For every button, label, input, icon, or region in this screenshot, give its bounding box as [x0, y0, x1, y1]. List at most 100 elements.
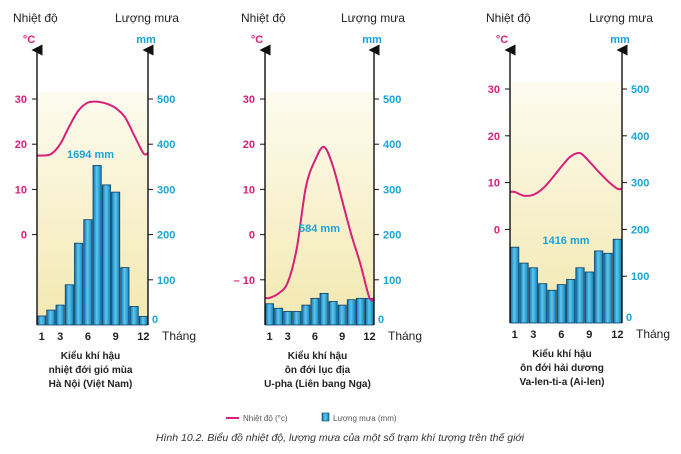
- rainfall-bar-month-11: [355, 297, 365, 326]
- rainfall-unit: mm: [136, 34, 156, 46]
- temperature-tick-label: 30: [15, 94, 27, 106]
- climate-caption-line: U-pha (Liên bang Nga): [264, 379, 371, 390]
- temperature-line: [36, 100, 149, 157]
- month-tick-label: 6: [85, 331, 91, 343]
- month-tick-label: 1: [39, 331, 45, 343]
- rainfall-bar-month-2: [519, 262, 529, 324]
- legend-rainfall-label: Lượng mưa (mm): [333, 414, 397, 423]
- rainfall-bar-month-5: [301, 304, 311, 326]
- plot-background: [510, 82, 622, 323]
- total-rainfall-label: 584 mm: [299, 223, 340, 235]
- temperature-unit: °C: [251, 34, 263, 46]
- temperature-tick-label: 0: [21, 230, 27, 242]
- rainfall-bar-month-7: [566, 279, 576, 324]
- climate-caption-line: nhiệt đới gió mùa: [49, 365, 133, 376]
- climate-chart-3: Nhiệt độ Lượng mưa°C mm3020100500400300200…: [486, 11, 670, 388]
- rainfall-bar-month-11: [603, 252, 613, 324]
- month-tick-label: 12: [363, 331, 375, 343]
- temperature-axis-title: Nhiệt độ: [13, 11, 58, 25]
- temperature-tick-label: – 10: [234, 275, 255, 287]
- legend-temperature-label: Nhiệt độ (°c): [243, 414, 288, 423]
- climate-chart-1: Nhiệt độ Lượng mưa°C mm3020100500400300200…: [13, 11, 196, 390]
- month-axis-title: Tháng: [388, 329, 422, 343]
- rainfall-bar-month-5: [74, 242, 84, 326]
- temperature-tick-label: 20: [243, 139, 255, 151]
- rainfall-axis-title: Lượng mưa: [589, 11, 653, 25]
- temperature-line: [264, 145, 375, 302]
- rainfall-bar-month-6: [83, 219, 93, 326]
- rainfall-bar-month-1: [510, 246, 520, 324]
- figure-caption: Hình 10.2. Biểu đồ nhiệt độ, lượng mưa c…: [156, 432, 525, 444]
- month-tick-label: 3: [530, 329, 536, 341]
- rainfall-bar-month-4: [64, 284, 74, 326]
- month-tick-label: 1: [266, 331, 272, 343]
- rainfall-bar-month-11: [129, 306, 139, 326]
- rainfall-tick-label: 100: [631, 271, 649, 283]
- month-tick-label: 9: [113, 331, 119, 343]
- rainfall-tick-label: 300: [631, 178, 649, 190]
- temperature-unit: °C: [23, 34, 35, 46]
- legend-rainfall-swatch: [321, 412, 330, 422]
- climate-caption-line: ôn đới lục địa: [285, 365, 351, 376]
- legend: Nhiệt độ (°c) Lượng mưa (mm): [226, 412, 397, 423]
- rainfall-bar-month-9: [584, 271, 594, 324]
- temperature-tick-label: 10: [488, 178, 500, 190]
- rainfall-bar-month-8: [328, 301, 338, 326]
- rainfall-tick-label: 0: [152, 314, 158, 326]
- temperature-line: [509, 151, 623, 197]
- month-tick-label: 9: [339, 331, 345, 343]
- rainfall-tick-label: 200: [383, 230, 401, 242]
- temperature-tick-label: 20: [488, 131, 500, 143]
- rainfall-tick-label: 100: [157, 275, 175, 287]
- month-axis-title: Tháng: [636, 327, 670, 341]
- rainfall-bar-month-4: [292, 311, 302, 326]
- rainfall-unit: mm: [610, 34, 630, 46]
- month-tick-label: 1: [512, 329, 518, 341]
- rainfall-bar-month-6: [310, 297, 320, 326]
- rainfall-tick-label: 400: [383, 139, 401, 151]
- temperature-tick-label: 30: [488, 84, 500, 96]
- rainfall-tick-label: 100: [383, 275, 401, 287]
- rainfall-bar-month-7: [319, 292, 329, 326]
- rainfall-bar-month-7: [92, 165, 102, 326]
- plot-background: [37, 92, 148, 325]
- temperature-tick-label: 10: [15, 184, 27, 196]
- rainfall-tick-label: 0: [626, 312, 632, 324]
- temperature-tick-label: 0: [249, 230, 255, 242]
- climate-caption-line: ôn đới hải dương: [520, 363, 604, 374]
- rainfall-unit: mm: [362, 34, 382, 46]
- temperature-axis-title: Nhiệt độ: [486, 11, 531, 25]
- temperature-tick-label: 0: [494, 224, 500, 236]
- rainfall-bar-month-12: [365, 297, 374, 326]
- month-tick-label: 6: [312, 331, 318, 343]
- total-rainfall-label: 1416 mm: [542, 235, 589, 247]
- rainfall-tick-label: 500: [157, 94, 175, 106]
- rainfall-bar-month-8: [101, 184, 111, 326]
- rainfall-tick-label: 500: [383, 94, 401, 106]
- rainfall-bar-month-12: [138, 316, 148, 326]
- rainfall-tick-label: 400: [631, 131, 649, 143]
- month-tick-label: 9: [586, 329, 592, 341]
- rainfall-tick-label: 300: [383, 184, 401, 196]
- rainfall-bar-month-3: [283, 311, 293, 326]
- rainfall-bar-month-10: [346, 299, 356, 326]
- month-axis-title: Tháng: [162, 329, 196, 343]
- total-rainfall-label: 1694 mm: [67, 149, 114, 161]
- rainfall-tick-label: 500: [631, 84, 649, 96]
- rainfall-bar-month-9: [111, 191, 121, 326]
- temperature-axis-title: Nhiệt độ: [241, 11, 286, 25]
- month-tick-label: 3: [57, 331, 63, 343]
- rainfall-bar-month-1: [265, 303, 274, 326]
- rainfall-tick-label: 300: [157, 184, 175, 196]
- climate-caption-line: Hà Nội (Việt Nam): [49, 379, 133, 390]
- month-tick-label: 12: [611, 329, 623, 341]
- rainfall-tick-label: 200: [631, 224, 649, 236]
- rainfall-tick-label: 0: [378, 314, 384, 326]
- climate-caption-line: Kiểu khí hậu: [532, 348, 591, 360]
- rainfall-axis-title: Lượng mưa: [341, 11, 405, 25]
- rainfall-bar-month-10: [594, 250, 604, 324]
- climate-caption-line: Kiểu khí hậu: [288, 350, 347, 362]
- rainfall-bar-month-12: [612, 238, 622, 324]
